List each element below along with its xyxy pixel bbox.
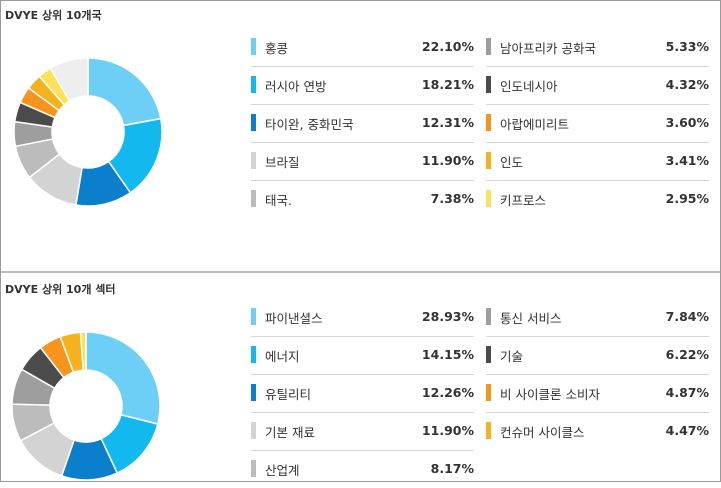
panel-title: DVYE 상위 10개 섹터 (5, 283, 116, 296)
legend-swatch (251, 422, 256, 439)
legend-item: 비 사이클론 소비자 4.87% (486, 375, 709, 413)
donut-slice (85, 331, 161, 425)
legend-value: 28.93% (421, 309, 474, 324)
legend-label: 아랍에미리트 (500, 117, 570, 132)
legend-item: 브라질 11.90% (251, 143, 474, 181)
legend-value: 12.26% (421, 385, 474, 400)
legend-item: 태국. 7.38% (251, 181, 474, 218)
legend-value: 18.21% (421, 77, 474, 92)
legend-label: 기술 (500, 349, 524, 364)
legend-label: 통신 서비스 (500, 311, 562, 326)
legend-value: 5.33% (665, 39, 709, 54)
legend-item: 통신 서비스 7.84% (486, 299, 709, 337)
legend-label: 태국. (265, 193, 292, 208)
legend-label: 타이완, 중화민국 (265, 117, 354, 132)
countries-donut-chart (13, 57, 163, 207)
legend-value: 8.17% (430, 461, 474, 476)
legend-item: 에너지 14.15% (251, 337, 474, 375)
donut-slice-other (79, 331, 87, 371)
legend-value: 14.15% (421, 347, 474, 362)
legend-item: 파이낸셜스 28.93% (251, 299, 474, 337)
donut-slice-other (49, 57, 89, 103)
legend-item: 홍콩 22.10% (251, 29, 474, 67)
legend-value: 22.10% (421, 39, 474, 54)
legend-value: 4.87% (665, 385, 709, 400)
legend-label: 홍콩 (265, 41, 289, 56)
legend-swatch (486, 38, 491, 55)
legend-value: 3.60% (665, 115, 709, 130)
sectors-legend-right: 통신 서비스 7.84% 기술 6.22% 비 사이클론 소비자 4.87% 컨… (486, 299, 709, 450)
legend-value: 7.84% (665, 309, 709, 324)
legend-value: 12.31% (421, 115, 474, 130)
legend-item: 컨슈머 사이클스 4.47% (486, 413, 709, 450)
legend-swatch (486, 76, 491, 93)
legend-item: 유틸리티 12.26% (251, 375, 474, 413)
legend-label: 유틸리티 (265, 387, 312, 402)
legend-swatch (486, 114, 491, 131)
legend-item: 기술 6.22% (486, 337, 709, 375)
legend-label: 컨슈머 사이클스 (500, 425, 585, 440)
sectors-legend-left: 파이낸셜스 28.93% 에너지 14.15% 유틸리티 12.26% 기본 재… (251, 299, 474, 488)
legend-value: 4.47% (665, 423, 709, 438)
legend-value: 7.38% (430, 191, 474, 206)
legend-value: 4.32% (665, 77, 709, 92)
legend-swatch (486, 346, 491, 363)
top-countries-panel: DVYE 상위 10개국 홍콩 22.10% 러시아 연방 18.21% 타이완… (1, 1, 720, 269)
legend-label: 브라질 (265, 155, 300, 170)
countries-legend-right: 남아프리카 공화국 5.33% 인도네시아 4.32% 아랍에미리트 3.60%… (486, 29, 709, 218)
legend-label: 남아프리카 공화국 (500, 41, 596, 56)
legend-swatch (251, 76, 256, 93)
legend-item: 산업계 8.17% (251, 451, 474, 488)
legend-label: 에너지 (265, 349, 300, 364)
legend-swatch (251, 190, 256, 207)
legend-label: 파이낸셜스 (265, 311, 323, 326)
legend-swatch (486, 384, 491, 401)
legend-value: 11.90% (421, 423, 474, 438)
panel-title: DVYE 상위 10개국 (5, 9, 102, 22)
legend-item: 타이완, 중화민국 12.31% (251, 105, 474, 143)
legend-label: 비 사이클론 소비자 (500, 387, 600, 402)
legend-label: 기본 재료 (265, 425, 315, 440)
legend-value: 6.22% (665, 347, 709, 362)
legend-item: 인도네시아 4.32% (486, 67, 709, 105)
legend-swatch (251, 346, 256, 363)
legend-swatch (486, 152, 491, 169)
legend-swatch (251, 38, 256, 55)
legend-label: 키프로스 (500, 193, 547, 208)
legend-swatch (486, 308, 491, 325)
legend-item: 인도 3.41% (486, 143, 709, 181)
legend-item: 남아프리카 공화국 5.33% (486, 29, 709, 67)
legend-item: 키프로스 2.95% (486, 181, 709, 218)
countries-legend-left: 홍콩 22.10% 러시아 연방 18.21% 타이완, 중화민국 12.31%… (251, 29, 474, 218)
legend-label: 러시아 연방 (265, 79, 327, 94)
donut-slice (87, 57, 162, 127)
legend-swatch (251, 460, 256, 477)
legend-value: 2.95% (665, 191, 709, 206)
sectors-donut-chart (11, 331, 161, 481)
legend-value: 3.41% (665, 153, 709, 168)
legend-swatch (486, 422, 491, 439)
legend-swatch (251, 308, 256, 325)
top-sectors-panel: DVYE 상위 10개 섹터 파이낸셜스 28.93% 에너지 14.15% 유… (1, 271, 720, 483)
legend-value: 11.90% (421, 153, 474, 168)
legend-label: 인도 (500, 155, 524, 170)
legend-item: 아랍에미리트 3.60% (486, 105, 709, 143)
legend-item: 러시아 연방 18.21% (251, 67, 474, 105)
legend-label: 산업계 (265, 463, 300, 478)
legend-swatch (251, 114, 256, 131)
legend-swatch (251, 152, 256, 169)
legend-item: 기본 재료 11.90% (251, 413, 474, 451)
legend-label: 인도네시아 (500, 79, 558, 94)
legend-swatch (251, 384, 256, 401)
legend-swatch (486, 190, 491, 207)
